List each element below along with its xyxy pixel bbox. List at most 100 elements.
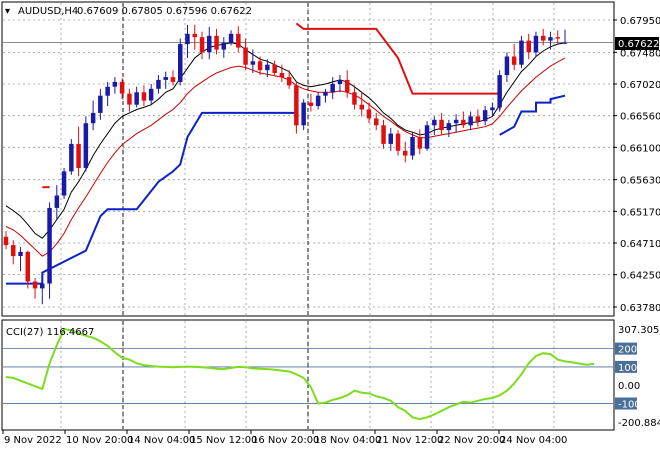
main-plot-frame: [1, 1, 615, 317]
candle-body: [446, 123, 452, 131]
candle-body: [533, 35, 539, 53]
candle-body: [54, 195, 60, 208]
price-tick-label: 0.67020: [620, 80, 660, 91]
candle-body: [279, 73, 285, 78]
candle-body: [83, 123, 89, 168]
candle-body: [417, 137, 423, 149]
candle-body: [47, 207, 52, 284]
candle-body: [504, 56, 510, 76]
candle-body: [178, 44, 183, 82]
candle-body: [490, 107, 495, 111]
candle-body: [511, 56, 517, 65]
candle-body: [61, 171, 67, 196]
candle-body: [519, 40, 524, 65]
candle-body: [323, 92, 328, 96]
candle-body: [395, 133, 401, 151]
candle-body: [119, 81, 125, 94]
candle-body: [32, 281, 38, 289]
candle-body: [482, 110, 488, 122]
candle-body: [185, 33, 190, 45]
candle-body: [163, 77, 168, 80]
price-tick-label: 0.67950: [620, 16, 660, 27]
candle-body: [170, 77, 176, 82]
cci-level-badge: [615, 397, 637, 410]
cci-line: [5, 327, 595, 421]
cci-tick-label: -200.8843: [618, 418, 660, 429]
candle-body: [214, 35, 219, 50]
candle-body: [134, 92, 139, 105]
candle-body: [156, 79, 161, 89]
candle-body: [25, 251, 30, 282]
candle-body: [562, 42, 568, 44]
price-tick-label: 0.65630: [620, 176, 660, 187]
candle-body: [294, 85, 299, 126]
candle-body: [453, 119, 459, 124]
price-tick-label: 0.66560: [620, 112, 660, 123]
time-tick-label: 21 Nov 12:00: [376, 435, 443, 446]
candle-body: [3, 236, 9, 246]
candle-body: [541, 35, 546, 41]
candle-body: [526, 40, 531, 53]
candle-body: [272, 64, 277, 73]
candle-body: [439, 119, 444, 131]
candle-body: [236, 33, 241, 48]
cci-tick-label: -100: [618, 400, 641, 411]
candle-body: [330, 84, 335, 93]
series-layer: [3, 22, 568, 305]
price-tick-label: 0.67480: [620, 48, 660, 59]
candle-body: [69, 143, 74, 172]
candle-body: [468, 116, 473, 126]
candle-body: [243, 47, 248, 65]
candle-body: [381, 125, 386, 144]
candle-body: [548, 37, 553, 41]
candle-body: [40, 283, 45, 289]
candle-body: [221, 42, 226, 50]
candle-body: [76, 143, 81, 168]
price-tick-label: 0.64710: [620, 239, 660, 250]
cci-tick-label: 307.3058: [618, 325, 660, 336]
time-tick-label: 9 Nov 2022: [4, 435, 62, 446]
candle-body: [366, 109, 372, 119]
candle-body: [112, 81, 118, 87]
candle-body: [374, 118, 379, 126]
candle-body: [388, 133, 393, 144]
candle-body: [257, 61, 263, 71]
candle-body: [127, 93, 132, 105]
candle-body: [410, 137, 415, 156]
symbol-caret[interactable]: ▾: [5, 6, 10, 17]
candle-body: [148, 88, 154, 101]
candle-body: [352, 92, 357, 105]
candle-body: [11, 245, 16, 257]
time-tick-label: 10 Nov 20:00: [66, 435, 133, 446]
candle-body: [265, 64, 270, 71]
cci-axis: 307.3058 200 100 0.00 -100 -200.8843: [615, 325, 660, 429]
candle-body: [141, 92, 147, 101]
time-tick-label: 15 Nov 12:00: [190, 435, 257, 446]
current-price-box: [615, 37, 659, 50]
candle-body: [475, 116, 481, 122]
time-tick-label: 14 Nov 04:00: [128, 435, 195, 446]
cci-tick-label: 100: [618, 363, 637, 374]
support-stop-line-2: [499, 94, 566, 136]
symbol-title: AUDUSD,H4: [18, 6, 78, 17]
candle-body: [461, 119, 466, 126]
candle-body: [301, 102, 306, 126]
cci-tick-label: 0.00: [618, 381, 640, 392]
price-tick-label: 0.65170: [620, 207, 660, 218]
candle-body: [192, 33, 197, 38]
price-tick-label: 0.64250: [620, 271, 660, 282]
candle-body: [497, 75, 502, 108]
price-tick-label: 0.63780: [620, 303, 660, 314]
time-tick-label: 16 Nov 20:00: [252, 435, 319, 446]
candle-body: [315, 95, 321, 106]
candle-body: [286, 77, 292, 86]
price-tick-label: 0.66100: [620, 143, 660, 154]
price-axis: 0.67950 0.67480 0.67020 0.66560 0.66100 0.656…: [613, 16, 660, 314]
cci-layer: [3, 327, 613, 421]
time-tick-label: 22 Nov 20:00: [438, 435, 505, 446]
candle-body: [308, 102, 314, 106]
candle-body: [337, 79, 343, 84]
